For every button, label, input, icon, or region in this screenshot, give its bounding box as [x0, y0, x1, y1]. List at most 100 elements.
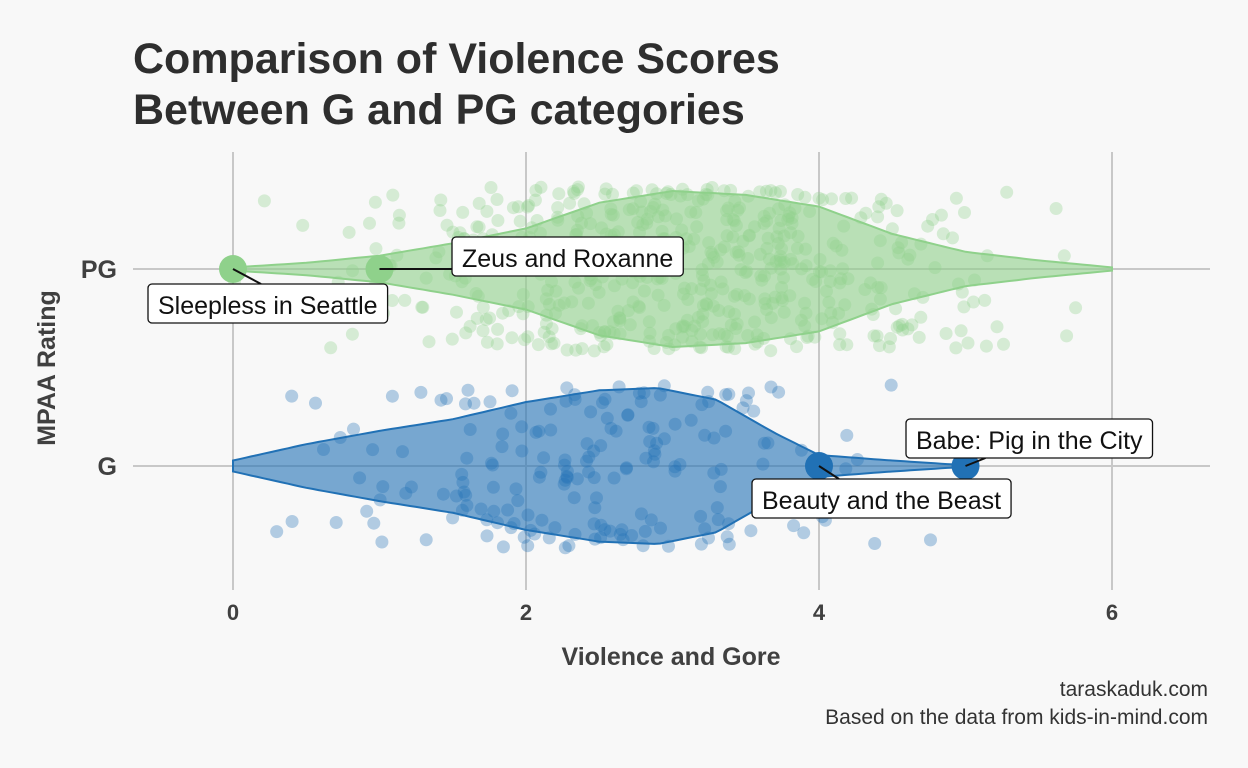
jitter-point [978, 293, 992, 307]
jitter-point [599, 182, 613, 196]
jitter-point [954, 324, 968, 338]
jitter-point [845, 191, 859, 205]
jitter-point [764, 380, 778, 394]
jitter-point [414, 385, 428, 399]
jitter-point [912, 330, 926, 344]
jitter-point [450, 305, 463, 319]
jitter-point [459, 326, 473, 340]
highlight-label-box [147, 283, 389, 324]
jitter-point [949, 191, 963, 205]
jitter-point [747, 404, 761, 418]
jitter-point [598, 187, 612, 201]
jitter-point [483, 395, 497, 409]
highlight-label: Babe: Pig in the City [905, 418, 1154, 459]
jitter-point [874, 192, 888, 206]
jitter-point [480, 204, 494, 218]
jitter-point [722, 387, 736, 401]
jitter-point [833, 327, 847, 341]
x-tick-label: 6 [1106, 600, 1118, 625]
axis-ticks: 0 2 4 6 G PG [81, 256, 1118, 625]
jitter-point [484, 181, 498, 194]
x-tick-label: 2 [520, 600, 532, 625]
jitter-point [914, 310, 928, 324]
jitter-point [979, 339, 993, 353]
jitter-point [905, 318, 919, 332]
jitter-point [467, 396, 481, 410]
highlight-label-text: Zeus and Roxanne [462, 245, 673, 273]
jitter-point [385, 389, 399, 403]
jitter-point [966, 295, 980, 309]
jitter-point [893, 319, 906, 333]
jitter-point [539, 317, 553, 331]
jitter-point [491, 214, 505, 227]
jitter-point [398, 293, 412, 307]
jitter-point [600, 338, 614, 351]
jitter-point [759, 184, 773, 198]
caption-source: Based on the data from kids-in-mind.com [825, 706, 1208, 729]
x-axis-title: Violence and Gore [561, 643, 780, 671]
jitter-point [433, 204, 447, 217]
jitter-point [552, 187, 566, 201]
jitter-point [483, 311, 497, 325]
jitter-point [329, 516, 343, 529]
jitter-point [446, 225, 460, 239]
jitter-point [961, 336, 975, 350]
jitter-point [720, 530, 734, 544]
jitter-point [367, 516, 381, 530]
jitter-point [859, 206, 873, 220]
jitter-point [958, 206, 971, 219]
jitter-point [479, 313, 493, 326]
jitter-point [360, 504, 374, 518]
jitter-point [569, 343, 583, 357]
jitter-point [772, 385, 786, 399]
jitter-point [545, 322, 559, 336]
jitter-point [496, 306, 510, 320]
jitter-point [955, 285, 969, 299]
jitter-point [434, 393, 448, 407]
jitter-point [476, 300, 490, 314]
jitter-point [722, 537, 736, 551]
jitter-point [890, 204, 904, 218]
jitter-point [309, 396, 322, 410]
jitter-point [521, 330, 535, 344]
jitter-point [528, 193, 542, 207]
jitter-point [812, 191, 826, 205]
jitter-point [833, 338, 847, 352]
jitter-point [560, 381, 574, 395]
jitter-point [386, 188, 400, 202]
jitter-point [567, 184, 580, 198]
jitter-point [392, 216, 406, 230]
jitter-point [363, 216, 376, 230]
jitter-point [534, 180, 548, 194]
jitter-point [753, 185, 767, 199]
jitter-point [542, 330, 556, 344]
jitter-point [385, 294, 399, 307]
jitter-point [506, 201, 520, 215]
jitter-point [545, 337, 558, 351]
jitter-point [884, 378, 898, 392]
jitter-point [924, 533, 937, 547]
jitter-point [816, 193, 830, 207]
label-connector [965, 457, 986, 467]
jitter-point [790, 340, 804, 354]
jitter-point [558, 541, 572, 555]
jitter-point [342, 225, 356, 239]
jitter-point [839, 192, 853, 205]
jitter-point [440, 392, 453, 406]
jitter-point [480, 529, 494, 543]
jitter-point [825, 192, 838, 206]
jitter-point [560, 343, 574, 357]
jitter-point [521, 200, 534, 214]
jitter-point [1060, 329, 1074, 343]
chart-title-line-1: Comparison of Violence Scores [133, 35, 780, 83]
jitter-point [496, 540, 510, 554]
jitter-point [368, 195, 382, 209]
jitter-point [270, 525, 284, 539]
jitter-point [285, 389, 299, 403]
jitter-point [797, 526, 811, 540]
jitter-point [1049, 202, 1063, 215]
jitter-point [459, 397, 472, 411]
jitter-point [551, 201, 565, 215]
jitter-point [957, 300, 971, 314]
jitter-point [719, 388, 733, 402]
